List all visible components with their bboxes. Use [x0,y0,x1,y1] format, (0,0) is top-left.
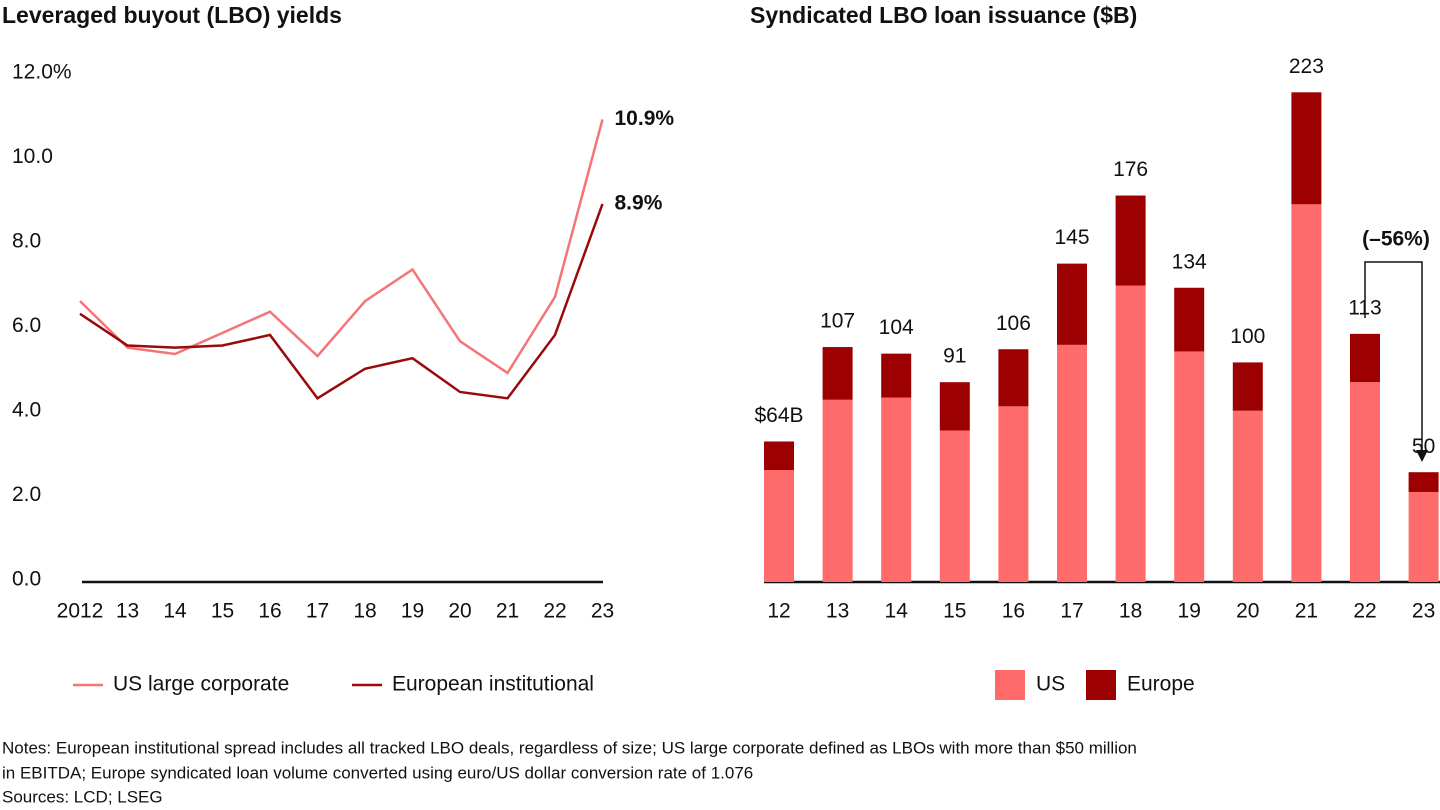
x-tick-label: 20 [1236,600,1259,623]
y-tick-label: 0.0 [12,568,41,591]
bar-segment [1408,491,1439,582]
x-tick-label: 15 [211,600,234,623]
bar-segment [1232,362,1263,411]
bar-segment [1350,333,1380,383]
annotation-arrow [1364,261,1423,452]
bar-segment [881,397,912,582]
bar-segment [822,399,853,582]
bar-segment [822,347,853,400]
bar-segment [998,349,1029,407]
sources: Sources: LCD; LSEG [2,787,163,806]
x-tick-label: 23 [1412,600,1435,623]
bar-segment [1174,287,1205,352]
x-tick-label: 21 [496,600,519,623]
x-tick-label: 13 [826,600,849,623]
bar-segment [764,441,794,471]
bar-segment [1115,195,1146,286]
x-tick-label: 14 [163,600,187,623]
total-label: 113 [1348,296,1381,319]
x-tick-label: 16 [258,600,281,623]
bar-segment [1291,92,1322,205]
y-tick-label: 10.0 [12,145,53,168]
total-label: 145 [1054,226,1089,249]
line [79,203,604,400]
legend-swatch [1086,670,1116,700]
legend-label: US [1036,673,1065,696]
total-label: 107 [820,310,855,333]
x-tick-label: 18 [353,600,376,623]
bar-segment [939,382,970,431]
total-label: 223 [1289,55,1324,78]
x-tick-label: 17 [1060,600,1083,623]
total-label: 106 [996,312,1031,335]
y-tick-label: 4.0 [12,399,41,422]
bar-segment [1057,263,1087,345]
total-label: 176 [1113,158,1148,181]
bar-segment [1115,285,1146,582]
bar-segment [881,353,912,398]
x-tick-label: 23 [591,600,614,623]
legend-swatch [995,670,1025,700]
note: in EBITDA; Europe syndicated loan volume… [2,763,753,782]
x-tick-label: 13 [116,600,139,623]
x-tick-label: 14 [885,600,909,623]
bar-segment [998,406,1029,582]
y-tick-label: 2.0 [12,483,41,506]
value-label: 8.9% [615,192,663,215]
y-tick-label: 12.0% [12,61,72,84]
x-tick-label: 15 [943,600,966,623]
x-tick-label: 16 [1002,600,1025,623]
x-tick-label: 20 [448,600,471,623]
bar-segment [1350,382,1380,582]
chart-title: Leveraged buyout (LBO) yields [2,2,342,28]
legend-label: Europe [1127,673,1195,696]
legend-label: US large corporate [113,673,289,696]
note: Notes: European institutional spread inc… [2,738,1137,757]
x-tick-label: 2012 [57,600,104,623]
total-label: 91 [943,345,966,368]
value-label: 10.9% [615,107,675,130]
x-tick-label: 22 [1353,600,1376,623]
total-label: 50 [1412,435,1435,458]
annotation: (–56%) [1362,228,1430,251]
x-tick-label: 12 [767,600,790,623]
bar-segment [939,430,970,582]
arrowhead [1416,450,1428,462]
y-tick-label: 6.0 [12,314,41,337]
total-label: 134 [1172,250,1207,273]
x-tick-label: 22 [543,600,566,623]
x-tick-label: 18 [1119,600,1142,623]
total-label: 104 [879,316,914,339]
y-tick-label: 8.0 [12,230,41,253]
chart-title: Syndicated LBO loan issuance ($B) [750,2,1137,28]
legend-label: European institutional [392,673,594,696]
bar-segment [1174,351,1205,582]
bar-segment [1408,472,1439,492]
x-tick-label: 19 [401,600,424,623]
bar-segment [1057,344,1087,582]
total-label: 100 [1230,325,1265,348]
x-tick-label: 19 [1178,600,1201,623]
x-tick-label: 21 [1295,600,1318,623]
line [79,119,604,375]
bar-segment [1291,204,1322,583]
total-label: $64B [754,404,803,427]
x-tick-label: 17 [306,600,329,623]
bar-segment [764,470,794,582]
bar-segment [1232,410,1263,582]
